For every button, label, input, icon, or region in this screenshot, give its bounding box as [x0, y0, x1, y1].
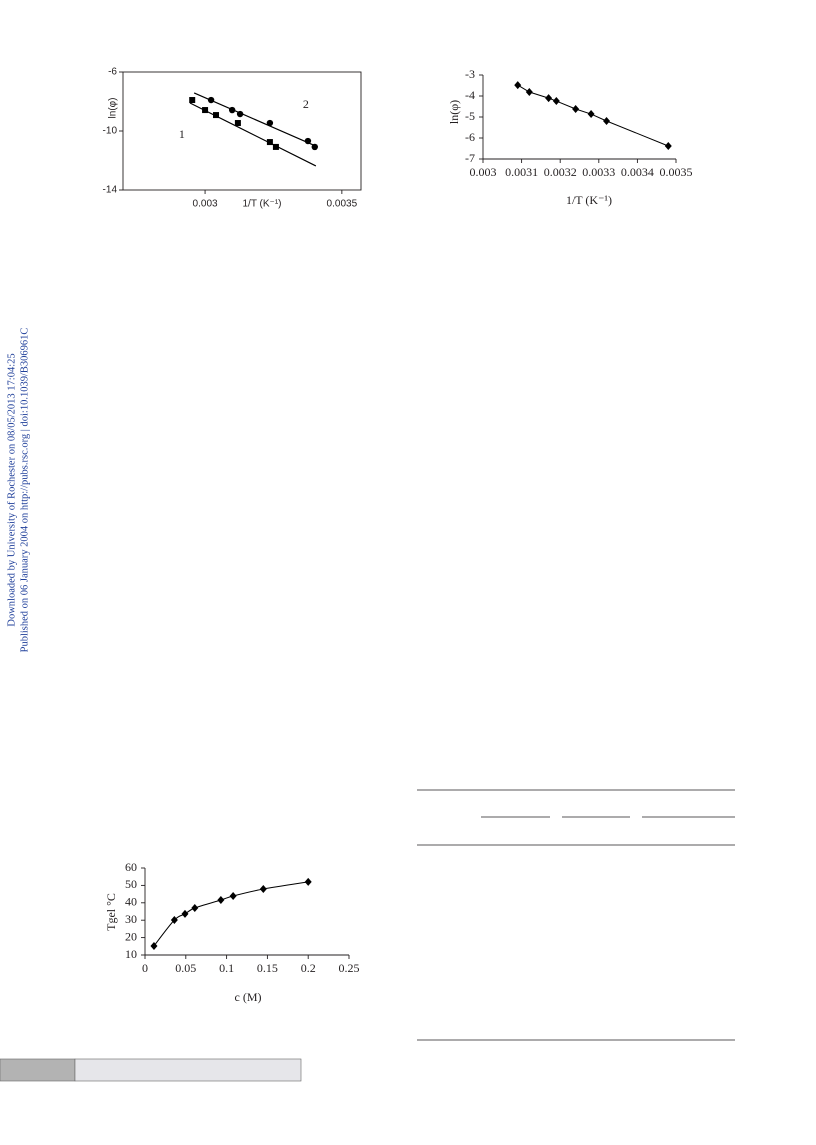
x-tick-label: 0.0034	[621, 165, 654, 179]
x-tick-label: 0.0032	[544, 165, 577, 179]
y-tick-label: -6	[108, 67, 117, 78]
y-tick-label: 60	[125, 860, 137, 874]
x-tick-label: 0.05	[175, 961, 196, 975]
x-tick-label: 0.1	[219, 961, 234, 975]
y-axis-label: ln(φ)	[108, 98, 119, 119]
y-tick-label: 10	[125, 947, 137, 961]
fit-line	[193, 92, 319, 148]
point	[572, 105, 580, 114]
point	[266, 119, 274, 127]
x-tick-label: 0.003	[470, 165, 497, 179]
x-axis-label: 1/T (K⁻¹)	[566, 193, 612, 207]
point	[603, 116, 611, 125]
point	[514, 81, 522, 90]
chart: 10 20 30 40 50 60 0 0.05 0.1 0.15 0.2 0.25 c (M) Tgel…	[104, 860, 360, 1004]
y-tick-label: -10	[103, 126, 118, 137]
y-axis-label: ln(φ)	[447, 100, 461, 124]
point	[266, 139, 273, 146]
x-tick-label: 0.0035	[327, 199, 358, 210]
x-axis-label: 1/T (K⁻¹)	[243, 199, 282, 210]
watermark: Downloaded by University of Rochester on…	[6, 328, 30, 653]
x-tick-label: 0.25	[339, 961, 360, 975]
chart: -6 -10 -14 0.003 0.0035 1/T (K⁻¹) ln(φ) 1 2	[103, 67, 362, 210]
y-tick-label: -4	[465, 88, 475, 102]
point	[259, 885, 267, 894]
series-line	[153, 881, 309, 947]
point	[236, 110, 244, 118]
point	[217, 896, 225, 905]
y-tick-label: 50	[125, 877, 137, 891]
x-tick-label: 0.0033	[582, 165, 615, 179]
point	[587, 110, 595, 119]
y-tick-label: -5	[465, 109, 475, 123]
point	[304, 877, 312, 886]
y-tick-label: 20	[125, 929, 137, 943]
point	[181, 909, 189, 918]
point	[304, 137, 312, 145]
x-tick-label: 0.0035	[660, 165, 693, 179]
fit-line	[189, 102, 317, 167]
x-tick-label: 0.0031	[505, 165, 538, 179]
point	[202, 107, 209, 114]
series-label: 1	[179, 127, 185, 141]
point	[272, 143, 279, 150]
point	[525, 88, 533, 97]
point	[150, 941, 158, 950]
series-label: 2	[303, 97, 309, 111]
point	[170, 916, 178, 925]
watermark-line: Downloaded by University of Rochester on…	[6, 353, 17, 626]
footer-bar	[74, 1058, 302, 1082]
point	[228, 106, 236, 114]
watermark-line: Published on 06 January 2004 on http://p…	[19, 328, 30, 653]
y-tick-label: -7	[465, 151, 475, 165]
point	[191, 904, 199, 913]
point	[664, 141, 672, 150]
x-axis-label: c (M)	[235, 990, 262, 1004]
point	[545, 94, 553, 103]
y-axis-label: Tgel °C	[104, 893, 118, 931]
y-tick-label: -3	[465, 67, 475, 81]
point	[552, 97, 560, 106]
x-tick-label: 0	[142, 961, 148, 975]
point	[207, 96, 215, 104]
y-tick-label: 40	[125, 895, 137, 909]
y-tick-label: -14	[103, 185, 118, 196]
y-tick-label: -6	[465, 130, 475, 144]
point	[311, 143, 318, 151]
x-tick-label: 0.003	[193, 199, 218, 210]
plot-frame	[122, 71, 362, 191]
y-tick-label: 30	[125, 912, 137, 926]
series-line	[517, 84, 669, 147]
point	[213, 112, 220, 119]
x-tick-label: 0.2	[301, 961, 316, 975]
x-tick-label: 0.15	[257, 961, 278, 975]
point	[229, 892, 237, 901]
table-rules	[417, 789, 735, 1041]
chart: -3 -4 -5 -6 -70.003 0.0031 0.0032 0.0033 0.0034 0…	[447, 67, 693, 207]
point	[189, 97, 196, 104]
point	[234, 120, 241, 127]
footer-bar	[0, 1058, 76, 1082]
